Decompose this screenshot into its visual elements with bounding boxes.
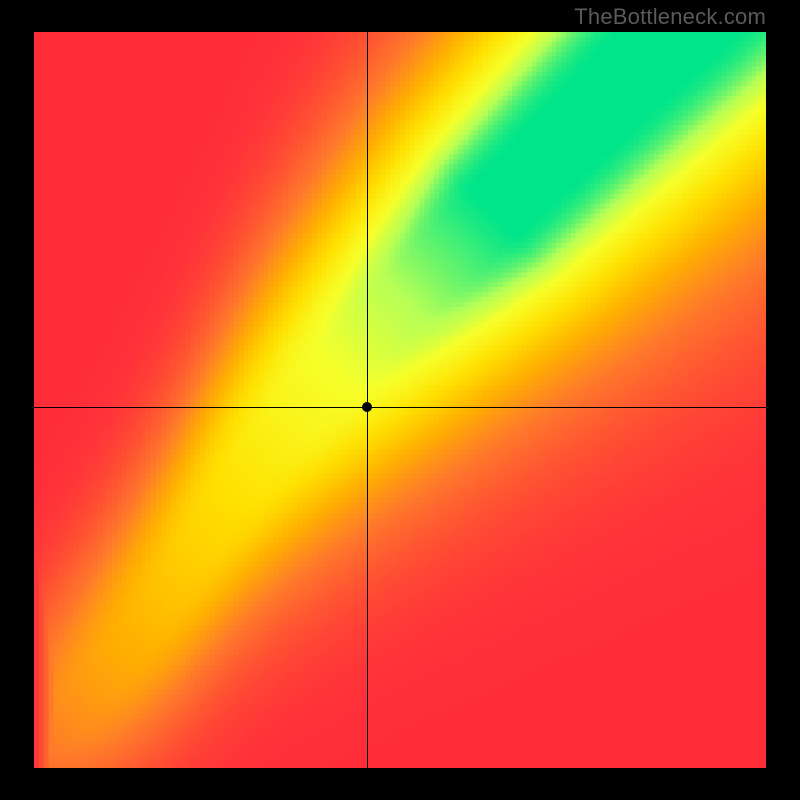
watermark-text: TheBottleneck.com [574,4,766,30]
crosshair-horizontal [34,407,766,408]
crosshair-vertical [367,32,368,768]
heatmap-canvas [34,32,766,768]
figure-root: TheBottleneck.com [0,0,800,800]
